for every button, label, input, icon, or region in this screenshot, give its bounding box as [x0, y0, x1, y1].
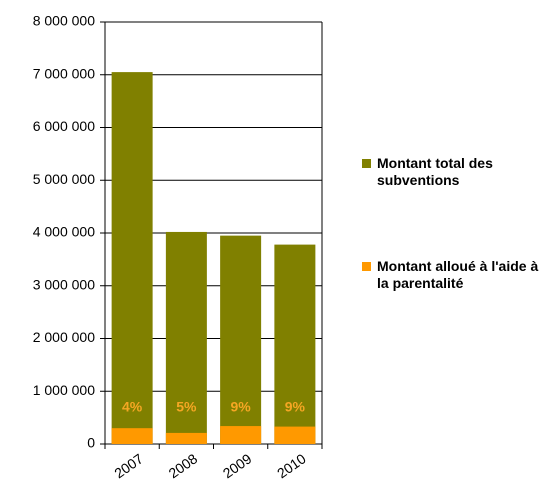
legend-item: Montant alloué à l'aide à la parentalité	[362, 258, 552, 292]
legend-swatch	[362, 159, 371, 168]
y-tick-label: 3 000 000	[33, 276, 95, 292]
legend-label: Montant alloué à l'aide à la parentalité	[377, 258, 539, 291]
y-tick-label: 0	[87, 435, 95, 451]
legend-label: Montant total des subventions	[377, 155, 493, 188]
y-tick-label: 6 000 000	[33, 118, 95, 134]
y-tick-label: 5 000 000	[33, 171, 95, 187]
x-tick-label: 2007	[111, 450, 146, 481]
bar	[111, 72, 153, 445]
y-tick-label: 2 000 000	[33, 329, 95, 345]
bar	[220, 426, 262, 444]
bar	[274, 244, 316, 444]
bar	[165, 231, 207, 444]
share-label: 9%	[285, 399, 306, 415]
x-tick-label: 2010	[274, 450, 309, 481]
y-tick-label: 4 000 000	[33, 224, 95, 240]
share-label: 5%	[176, 399, 197, 415]
y-tick-label: 8 000 000	[33, 13, 95, 29]
legend-swatch	[362, 262, 371, 271]
x-tick-label: 2008	[166, 450, 201, 481]
y-tick-label: 7 000 000	[33, 65, 95, 81]
x-tick-label: 2009	[220, 450, 255, 481]
bar	[111, 428, 153, 444]
share-label: 4%	[122, 399, 143, 415]
bar	[165, 432, 207, 444]
share-label: 9%	[231, 399, 252, 415]
legend-item: Montant total des subventions	[362, 155, 552, 189]
y-tick-label: 1 000 000	[33, 382, 95, 398]
bar	[274, 426, 316, 444]
bar	[220, 235, 262, 444]
